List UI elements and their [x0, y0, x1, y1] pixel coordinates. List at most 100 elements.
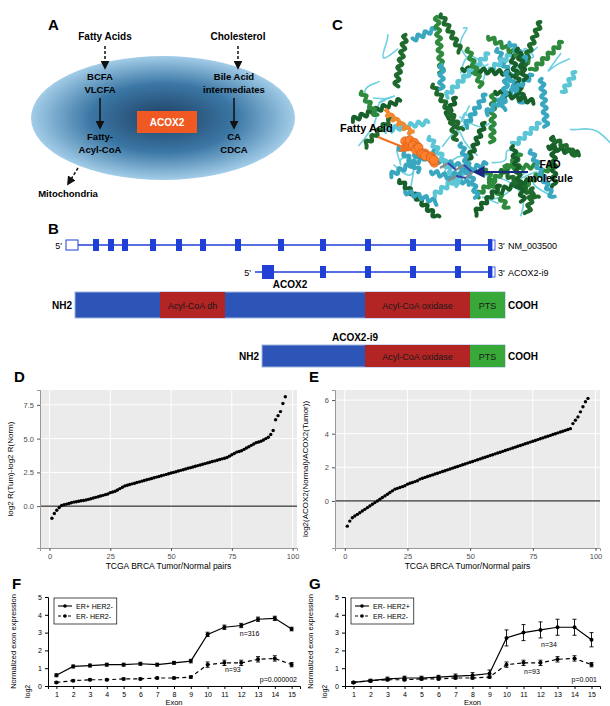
plot-background — [335, 390, 600, 548]
legend-entry: ER- HER2- — [373, 613, 409, 620]
series-line — [354, 627, 592, 682]
error-bar-cap — [539, 637, 543, 638]
tick: 4 — [105, 686, 109, 698]
label: Fatty Acid — [340, 122, 393, 134]
error-bar-cap — [505, 629, 509, 630]
point — [522, 631, 526, 635]
point — [274, 418, 277, 421]
tick-mark — [595, 548, 596, 551]
tick: 25 — [107, 548, 115, 561]
series-line — [354, 658, 592, 682]
tick-label: 3 — [89, 691, 93, 698]
y-axis-title: Normalized exon expression — [306, 594, 315, 689]
tick-mark — [575, 686, 576, 689]
point — [189, 659, 193, 663]
tick-label: 4 — [325, 430, 329, 439]
tick: 11 — [520, 686, 527, 698]
structure-helix — [361, 92, 378, 115]
annotation: log2 — [24, 685, 32, 698]
tick-mark — [124, 686, 125, 689]
label: ACOX2-i9 — [508, 268, 549, 278]
error-bar — [172, 661, 176, 664]
x-axis-title: Exon — [464, 698, 481, 706]
grid-line — [40, 506, 297, 507]
error-bar-cap — [256, 656, 260, 657]
exon — [93, 239, 99, 251]
utr — [492, 240, 495, 250]
point — [574, 419, 577, 422]
point — [50, 517, 53, 520]
tick-mark — [407, 548, 408, 551]
arrow — [237, 46, 239, 68]
structure-helix — [412, 28, 434, 41]
point — [256, 657, 260, 661]
error-bar-cap — [505, 667, 509, 668]
structure-helix — [466, 49, 482, 87]
point — [581, 405, 584, 408]
exon — [108, 239, 114, 251]
error-bar-cap — [556, 656, 560, 657]
tick-label: 2 — [38, 647, 42, 654]
tick-label: 0 — [335, 683, 339, 690]
annotation: n=316 — [240, 630, 260, 637]
label: Fatty- — [87, 131, 113, 142]
fad-bond — [466, 172, 472, 178]
structure-helix — [453, 162, 486, 177]
point — [138, 677, 142, 681]
tick-label: 11 — [520, 691, 527, 698]
tick-mark — [490, 686, 491, 689]
panel-b: B5'3'NM_0035005'3'ACOX2-i9ACOX2Acyl-CoA … — [48, 220, 557, 367]
point — [290, 663, 294, 667]
tick-mark — [388, 686, 389, 689]
point — [281, 402, 284, 405]
fad-bond — [456, 176, 466, 178]
point — [269, 433, 272, 436]
error-bar — [273, 616, 277, 620]
domain — [365, 345, 470, 367]
point — [579, 410, 582, 413]
tick-label: 8 — [471, 691, 475, 698]
structure-loop — [570, 129, 610, 152]
error-bar — [138, 662, 142, 665]
error-bar-cap — [256, 661, 260, 662]
label: BCFA — [87, 71, 113, 82]
error-bar-cap — [206, 667, 210, 668]
error-bar — [189, 676, 193, 678]
fad-bond — [448, 176, 456, 181]
plot-area — [40, 395, 297, 520]
error-bar — [488, 676, 492, 678]
label: 5' — [244, 268, 251, 278]
annotation: p=0.001 — [572, 676, 598, 684]
tick-mark — [293, 548, 294, 551]
error-bar-cap — [539, 665, 543, 666]
tick-mark — [405, 686, 406, 689]
tick-mark — [56, 686, 57, 689]
point — [172, 676, 176, 680]
error-bar — [539, 622, 543, 638]
tick: 4 — [325, 430, 335, 439]
domain — [365, 292, 470, 318]
structure-helix — [394, 35, 406, 87]
point — [122, 677, 126, 681]
tick-mark — [342, 668, 345, 669]
tick-mark — [140, 686, 141, 689]
tick: 50 — [466, 548, 474, 561]
error-bar-cap — [206, 661, 210, 662]
error-bar — [222, 660, 226, 665]
structure-helix — [530, 42, 562, 70]
tick: 2 — [325, 463, 335, 472]
tick-label: 6 — [325, 396, 329, 405]
tick: 8 — [471, 686, 475, 698]
tick-mark — [533, 548, 534, 551]
point — [369, 679, 373, 683]
panel-label: C — [332, 16, 343, 33]
tick: 5 — [38, 594, 48, 601]
tick-mark — [275, 686, 276, 689]
tick-label: 15 — [588, 691, 596, 698]
label: FAD — [540, 158, 561, 170]
tick: 11 — [221, 686, 228, 698]
point — [290, 627, 294, 631]
label: PTS — [479, 352, 497, 362]
tick-mark — [110, 548, 111, 551]
tick: 75 — [529, 548, 537, 561]
